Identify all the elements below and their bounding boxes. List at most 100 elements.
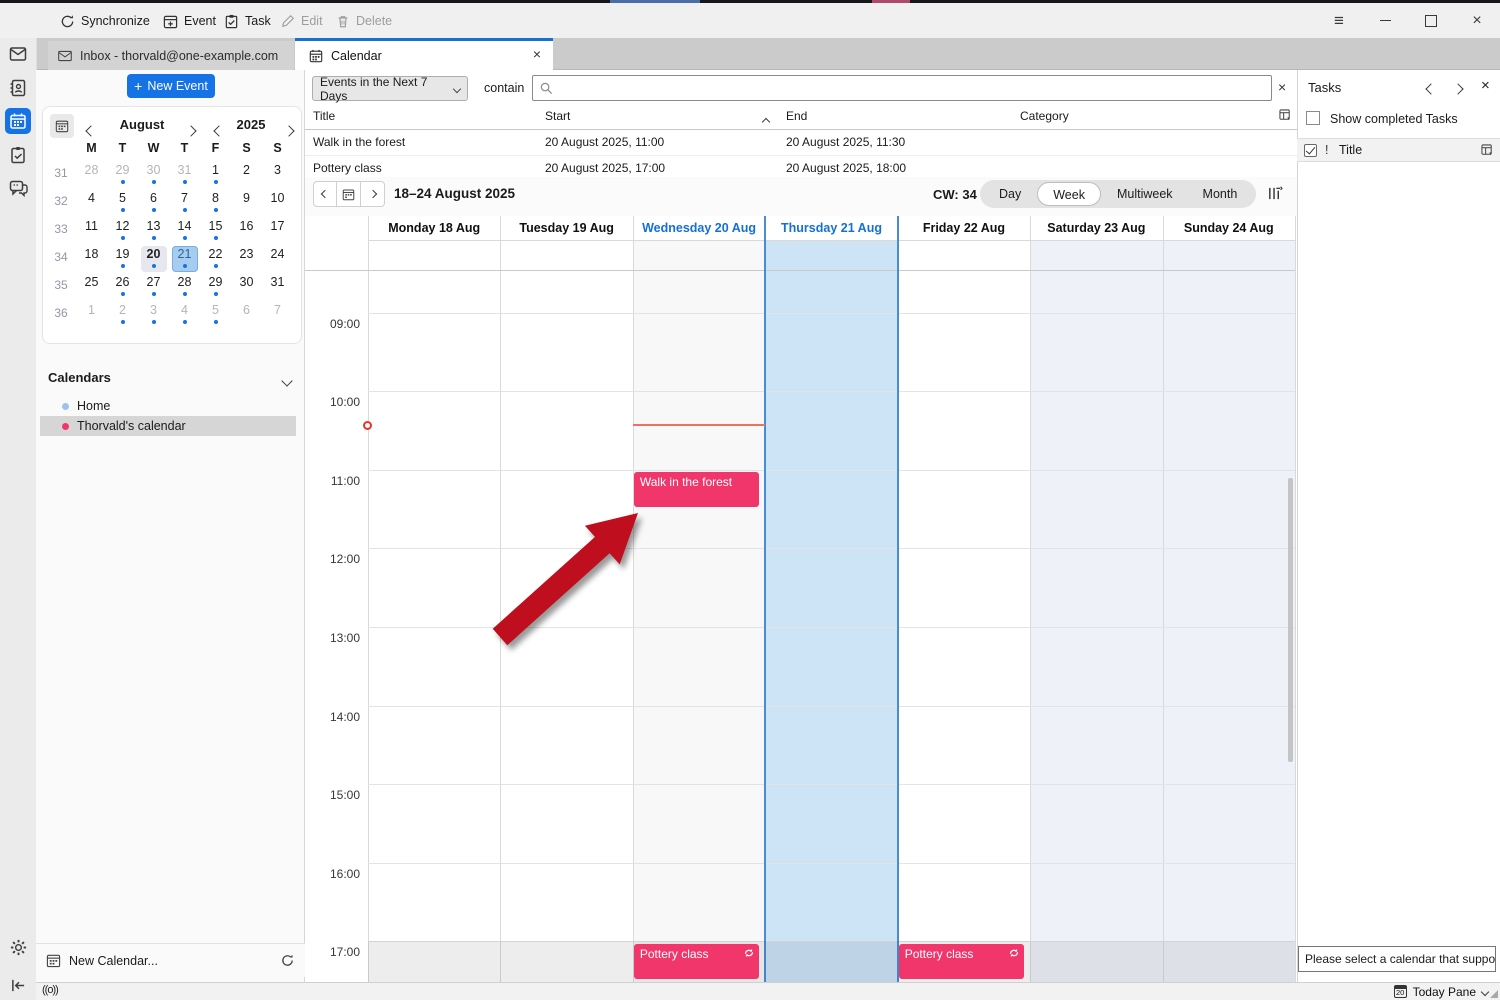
- mini-calendar-day[interactable]: 7: [169, 190, 200, 218]
- mini-calendar-day[interactable]: 1: [200, 162, 231, 190]
- completed-column-icon[interactable]: [1304, 144, 1317, 157]
- mini-calendar-day[interactable]: 20: [138, 246, 169, 274]
- day-column-background[interactable]: [897, 241, 1031, 982]
- event-search-input[interactable]: [532, 75, 1272, 101]
- mini-calendar-day[interactable]: 19: [107, 246, 138, 274]
- event-list-column-start[interactable]: Start: [545, 109, 571, 123]
- mini-calendar-day[interactable]: 4: [76, 190, 107, 218]
- calendar-list-item[interactable]: Home: [40, 396, 296, 416]
- calendar-event[interactable]: Pottery class: [898, 943, 1025, 979]
- day-header[interactable]: Friday 22 Aug: [922, 221, 1006, 235]
- mini-calendar-day[interactable]: 27: [138, 274, 169, 302]
- day-header[interactable]: Sunday 24 Aug: [1183, 221, 1274, 235]
- view-multiweek-button[interactable]: Multiweek: [1116, 187, 1173, 201]
- minimize-button[interactable]: [1362, 3, 1408, 38]
- today-pane-forward-button[interactable]: [1452, 82, 1464, 96]
- mini-calendar-day[interactable]: 6: [231, 302, 262, 330]
- mini-calendar-day[interactable]: 24: [262, 246, 293, 274]
- edit-toolbar-button[interactable]: Edit: [281, 10, 323, 32]
- mini-calendar-day[interactable]: 14: [169, 218, 200, 246]
- mini-calendar-day[interactable]: 17: [262, 218, 293, 246]
- tab-close-button[interactable]: ×: [532, 46, 541, 62]
- mini-calendar-day[interactable]: 3: [262, 162, 293, 190]
- close-window-button[interactable]: ×: [1454, 3, 1500, 38]
- day-header[interactable]: Thursday 21 Aug: [781, 221, 882, 235]
- mini-calendar-day[interactable]: 15: [200, 218, 231, 246]
- event-list-column-end[interactable]: End: [786, 109, 808, 123]
- day-header[interactable]: Saturday 23 Aug: [1047, 221, 1146, 235]
- previous-week-button[interactable]: [313, 181, 337, 207]
- mini-calendar-day[interactable]: 11: [76, 218, 107, 246]
- day-column-background[interactable]: [1030, 241, 1163, 982]
- collapse-spaces-button[interactable]: [5, 972, 31, 998]
- event-list-column-category[interactable]: Category: [1020, 109, 1069, 123]
- close-tasks-panel-button[interactable]: ×: [1481, 77, 1490, 94]
- window-resize-grip[interactable]: [1490, 990, 1498, 998]
- mini-calendar-day[interactable]: 5: [107, 190, 138, 218]
- day-header[interactable]: Tuesday 19 Aug: [519, 221, 614, 235]
- mini-calendar-day[interactable]: 22: [200, 246, 231, 274]
- mini-calendar-day[interactable]: 6: [138, 190, 169, 218]
- column-picker-icon[interactable]: [1279, 109, 1292, 125]
- mini-calendar-day[interactable]: 8: [200, 190, 231, 218]
- day-header[interactable]: Wednesday 20 Aug: [642, 221, 757, 235]
- mini-calendar-day[interactable]: 3: [138, 302, 169, 330]
- mini-calendar-day[interactable]: 30: [138, 162, 169, 190]
- mini-calendar-day[interactable]: 21: [169, 246, 200, 274]
- delete-toolbar-button[interactable]: Delete: [336, 10, 392, 32]
- mini-calendar-day[interactable]: 29: [107, 162, 138, 190]
- mini-calendar-day[interactable]: 1: [76, 302, 107, 330]
- mini-calendar-day[interactable]: 7: [262, 302, 293, 330]
- view-day-button[interactable]: Day: [999, 187, 1022, 201]
- mini-calendar-day[interactable]: 5: [200, 302, 231, 330]
- clear-filter-button[interactable]: ×: [1278, 79, 1287, 95]
- column-picker-icon[interactable]: [1481, 144, 1494, 157]
- event-filter-dropdown[interactable]: Events in the Next 7 Days: [312, 75, 468, 103]
- mini-calendar-day[interactable]: 28: [169, 274, 200, 302]
- view-week-button[interactable]: Week: [1037, 182, 1101, 206]
- tab-calendar[interactable]: Calendar ×: [295, 38, 553, 70]
- day-column-background[interactable]: [1162, 241, 1295, 982]
- mini-calendar-day[interactable]: 13: [138, 218, 169, 246]
- new-event-toolbar-button[interactable]: Event: [163, 10, 216, 32]
- mini-calendar-day[interactable]: 18: [76, 246, 107, 274]
- go-to-today-button[interactable]: [337, 181, 361, 207]
- mail-space-button[interactable]: [5, 41, 31, 67]
- grid-scrollbar[interactable]: [1288, 478, 1293, 762]
- day-column-background[interactable]: [765, 241, 898, 982]
- mini-calendar-day[interactable]: 31: [169, 162, 200, 190]
- mini-calendar-day[interactable]: 10: [262, 190, 293, 218]
- show-completed-checkbox[interactable]: [1306, 111, 1320, 125]
- mini-calendar-day[interactable]: 4: [169, 302, 200, 330]
- tab-inbox[interactable]: Inbox - thorvald@one-example.com: [48, 41, 294, 70]
- calendar-list-item[interactable]: Thorvald's calendar: [40, 416, 296, 436]
- priority-column-header[interactable]: !: [1325, 143, 1329, 157]
- tasks-space-button[interactable]: [5, 142, 31, 168]
- settings-button[interactable]: [5, 934, 31, 960]
- refresh-icon[interactable]: [280, 953, 295, 968]
- mini-calendar-day[interactable]: 12: [107, 218, 138, 246]
- mini-calendar-day[interactable]: 2: [231, 162, 262, 190]
- mini-calendar-day[interactable]: 23: [231, 246, 262, 274]
- mini-calendar-day[interactable]: 16: [231, 218, 262, 246]
- mini-calendar-day[interactable]: 26: [107, 274, 138, 302]
- new-event-button[interactable]: + New Event: [127, 74, 215, 98]
- addressbook-space-button[interactable]: [5, 75, 31, 101]
- calendar-space-button[interactable]: [5, 108, 31, 134]
- chat-space-button[interactable]: [5, 175, 31, 201]
- new-calendar-button[interactable]: New Calendar...: [36, 943, 305, 977]
- calendar-event[interactable]: Pottery class: [633, 943, 760, 979]
- synchronize-button[interactable]: Synchronize: [60, 10, 150, 32]
- mini-calendar-day[interactable]: 2: [107, 302, 138, 330]
- today-pane-back-button[interactable]: [1425, 82, 1437, 96]
- event-list-row[interactable]: Walk in the forest 20 August 2025, 11:00 2…: [305, 130, 1297, 156]
- mini-calendar-today-button[interactable]: [50, 114, 74, 138]
- calendar-event[interactable]: Walk in the forest: [633, 472, 760, 508]
- event-list-column-title[interactable]: Title: [313, 109, 336, 123]
- mini-calendar-day[interactable]: 25: [76, 274, 107, 302]
- mini-calendar-day[interactable]: 9: [231, 190, 262, 218]
- app-menu-button[interactable]: ≡: [1316, 3, 1362, 38]
- rotate-view-button[interactable]: [1266, 186, 1283, 204]
- event-list-row[interactable]: Pottery class 20 August 2025, 17:00 20 Aug…: [305, 156, 1297, 177]
- day-header[interactable]: Monday 18 Aug: [388, 221, 481, 235]
